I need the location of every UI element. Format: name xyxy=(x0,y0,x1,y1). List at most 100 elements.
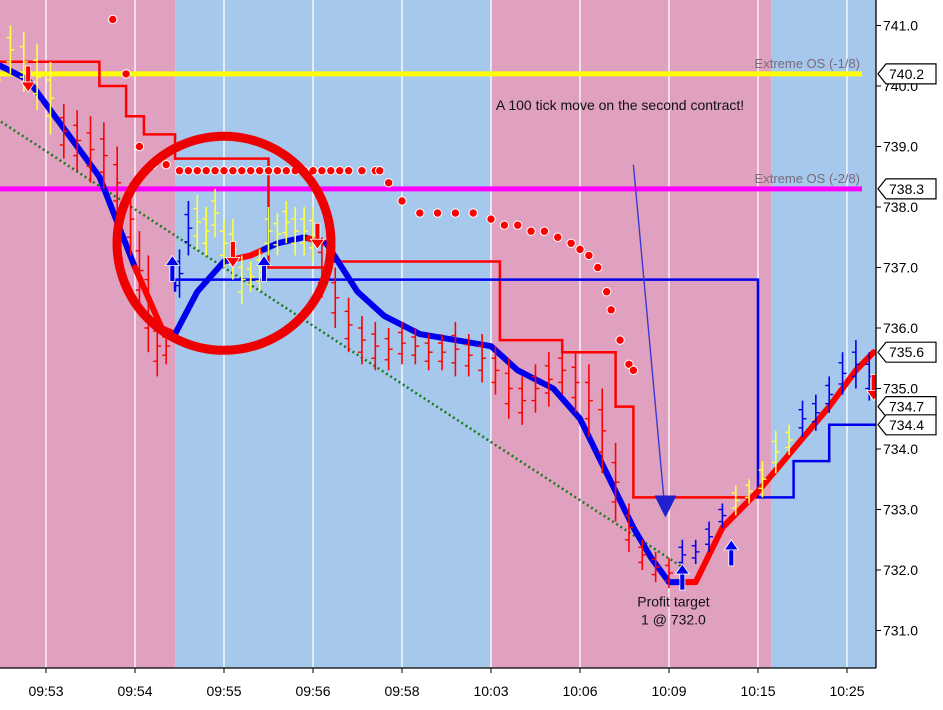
trailing-dot xyxy=(161,159,171,170)
trailing-dot xyxy=(254,166,265,176)
price-flag: 734.4 xyxy=(877,414,937,436)
trailing-dot xyxy=(432,208,443,218)
annotation-text: A 100 tick move on the second contract! xyxy=(496,97,744,113)
annotation-arrow-line xyxy=(632,164,667,516)
annotations: A 100 tick move on the second contract! P… xyxy=(112,97,744,627)
trailing-dot xyxy=(602,287,612,297)
y-tick-label: 733.0 xyxy=(883,502,918,518)
y-tick-label: 734.0 xyxy=(883,441,918,457)
trailing-dot xyxy=(499,220,510,230)
background-region xyxy=(491,0,772,668)
trailing-dot xyxy=(486,214,496,224)
x-tick-label: 09:53 xyxy=(28,683,63,699)
x-tick-label: 09:55 xyxy=(206,683,241,699)
trailing-dot xyxy=(397,196,407,206)
price-flag-label: 738.3 xyxy=(889,181,924,197)
trailing-dot xyxy=(281,166,291,176)
price-flag-box xyxy=(877,396,937,418)
arrow-shaft xyxy=(679,571,686,591)
buy-signal-arrow xyxy=(674,563,691,591)
trailing-dot xyxy=(606,305,616,315)
price-flag: 738.3 xyxy=(877,178,937,200)
trailing-dot xyxy=(237,166,247,176)
trailing-dot xyxy=(357,166,367,176)
trailing-dot xyxy=(566,238,576,249)
x-axis-panel xyxy=(0,668,943,710)
trailing-dot xyxy=(201,166,211,176)
trailing-dot xyxy=(593,262,603,273)
sell-signal-arrow xyxy=(225,240,241,269)
trailing-dot xyxy=(335,166,345,176)
background-region xyxy=(175,0,492,668)
y-tick-label: 731.0 xyxy=(883,623,918,639)
y-tick-label: 739.0 xyxy=(883,139,918,155)
trailing-dot xyxy=(246,166,256,176)
price-flag-label: 740.2 xyxy=(889,66,924,82)
x-tick-label: 09:54 xyxy=(117,683,152,699)
x-tick-label: 10:15 xyxy=(740,683,775,699)
arrow-shaft xyxy=(25,65,32,85)
trailing-dot xyxy=(343,166,354,176)
trailing-dot xyxy=(526,226,536,236)
y-tick-label: 737.0 xyxy=(883,260,918,276)
trailing-dot xyxy=(272,166,283,176)
price-flag-box xyxy=(877,414,937,436)
price-bars xyxy=(0,25,887,589)
trailing-dot xyxy=(468,208,478,218)
price-flag-label: 734.7 xyxy=(889,399,924,415)
arrow-shaft xyxy=(314,222,321,242)
trailing-dot xyxy=(192,166,203,176)
y-tick-label: 732.0 xyxy=(883,562,918,578)
arrow-shaft xyxy=(728,547,735,567)
annotation-arrowhead xyxy=(654,495,677,518)
y-tick-label: 735.0 xyxy=(883,381,918,397)
price-flag: 734.7 xyxy=(877,396,937,418)
trailing-dot xyxy=(174,166,185,176)
level-label: Extreme OS (-2/8) xyxy=(755,171,860,186)
gridlines xyxy=(45,0,848,668)
price-flag-label: 734.4 xyxy=(889,417,924,433)
arrow-head xyxy=(164,254,181,266)
trailing-dot xyxy=(553,232,563,242)
arrow-head xyxy=(256,254,272,266)
level-label: Extreme OS (-1/8) xyxy=(755,56,860,71)
trailing-dot xyxy=(317,166,327,176)
x-tick-label: 10:09 xyxy=(651,683,686,699)
arrow-shaft xyxy=(169,263,176,282)
y-tick-label: 738.0 xyxy=(883,199,918,215)
trailing-dot xyxy=(575,244,585,255)
background-regions xyxy=(0,0,876,668)
x-tick-label: 09:56 xyxy=(295,683,330,699)
buy-signal-arrow xyxy=(256,254,272,282)
trailing-dot xyxy=(539,226,550,236)
trailing-dot xyxy=(584,250,594,261)
trailing-dot xyxy=(183,166,194,176)
highlight-circle xyxy=(112,131,336,355)
trailing-dot xyxy=(308,166,318,176)
trailing-dot xyxy=(450,208,461,218)
trailing-dot xyxy=(228,166,238,176)
arrow-head xyxy=(674,563,691,575)
trailing-dot xyxy=(210,166,220,176)
price-flag-box xyxy=(877,178,937,200)
price-flag: 735.6 xyxy=(877,341,937,363)
arrow-head xyxy=(225,256,241,269)
y-tick-label: 741.0 xyxy=(883,18,918,34)
arrow-head xyxy=(723,539,740,551)
trailing-dot xyxy=(513,220,523,230)
arrow-head xyxy=(20,81,36,93)
trailing-dot xyxy=(219,166,229,176)
background-region xyxy=(771,0,876,668)
price-flag-label: 735.6 xyxy=(889,344,924,360)
extreme-levels: Extreme OS (-1/8) Extreme OS (-2/8) xyxy=(0,56,862,192)
price-flag-box xyxy=(877,341,937,363)
trailing-dot xyxy=(263,166,274,176)
y-tick-label: 736.0 xyxy=(883,320,918,336)
trailing-dot xyxy=(615,335,625,345)
trailing-dot xyxy=(326,166,336,176)
trailing-dot xyxy=(415,208,425,218)
diagonal-trendline xyxy=(0,119,688,572)
x-tick-label: 09:58 xyxy=(384,683,419,699)
